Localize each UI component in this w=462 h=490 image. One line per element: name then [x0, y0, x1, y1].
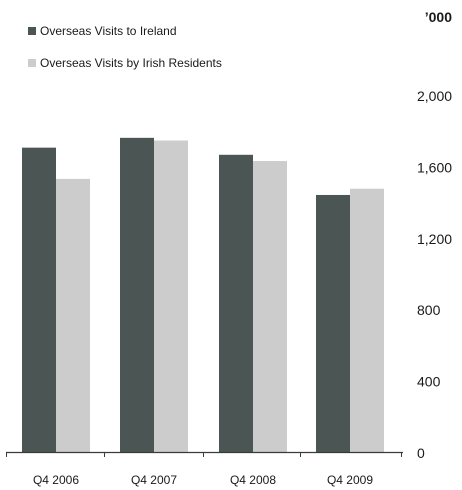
legend-swatch-series-2: [28, 59, 36, 67]
legend-item-series-2: Overseas Visits by Irish Residents: [28, 56, 222, 70]
y-tick-label-2: 400: [417, 374, 441, 390]
y-tick-label-1: 0: [417, 445, 425, 461]
y-tick-label-6: 2,000: [417, 88, 452, 104]
bar-series-1-q4-2009: [316, 194, 350, 452]
y-axis-unit-label: ’000: [424, 9, 452, 25]
bar-series-1-q4-2007: [120, 137, 154, 452]
x-tick-label-4: Q4 2009: [327, 473, 373, 487]
bar-series-2-q4-2007: [154, 140, 188, 452]
x-tick-label-1: Q4 2006: [33, 473, 79, 487]
bar-series-1-q4-2006: [22, 147, 56, 452]
legend-item-series-1: Overseas Visits to Ireland: [28, 24, 177, 38]
y-tick-label-4: 1,200: [417, 231, 452, 247]
legend-label-series-1: Overseas Visits to Ireland: [40, 24, 177, 38]
bar-series-2-q4-2008: [253, 161, 287, 453]
legend-label-series-2: Overseas Visits by Irish Residents: [40, 56, 222, 70]
x-tick-label-3: Q4 2008: [230, 473, 276, 487]
bar-series-1-q4-2008: [219, 154, 253, 453]
legend-swatch-series-1: [28, 27, 36, 35]
x-tick-label-2: Q4 2007: [131, 473, 177, 487]
y-tick-label-5: 1,600: [417, 159, 452, 175]
bar-series-2-q4-2009: [350, 188, 384, 452]
y-tick-label-3: 800: [417, 302, 441, 318]
bar-series-2-q4-2006: [56, 178, 90, 452]
